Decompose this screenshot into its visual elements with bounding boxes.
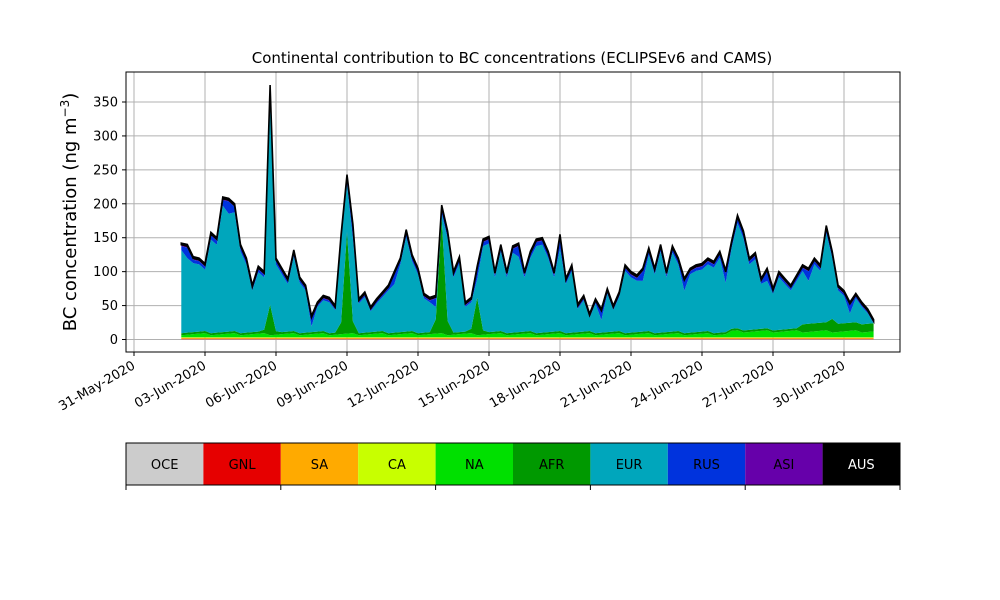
legend-label-ca: CA [388, 458, 406, 473]
y-axis-label-main: BC concentration (ng m [60, 117, 81, 331]
legend-swatch-rus [667, 443, 746, 485]
legend-swatch-aus [822, 443, 900, 485]
y-tick-label: 350 [93, 96, 118, 111]
y-axis-label-sup: −3 [58, 100, 72, 118]
y-tick-label: 100 [93, 265, 118, 280]
legend-label-sa: SA [311, 458, 328, 473]
area-sa [181, 337, 874, 339]
legend-swatch-gnl [203, 443, 281, 485]
legend-frame [125, 442, 901, 486]
legend-label-gnl: GNL [229, 458, 257, 473]
legend-label-oce: OCE [151, 458, 179, 473]
legend-label-asi: ASI [773, 458, 794, 473]
legend-colorbar: OCE GNL SA CA NA AFR EUR RUS ASI AUS [125, 442, 901, 490]
legend-swatch-afr [513, 443, 591, 485]
y-tick-label: 0 [110, 333, 118, 348]
legend-swatch-na [435, 443, 513, 485]
area-ca [181, 337, 874, 338]
y-tick-label: 50 [101, 299, 118, 314]
area-eur [181, 105, 874, 334]
legend-label-afr: AFR [539, 458, 564, 473]
legend-swatch-eur [590, 443, 668, 485]
y-axis-label-text: BC concentration (ng m−3) [58, 93, 81, 332]
legend-label-rus: RUS [693, 458, 720, 473]
y-axis-label: BC concentration (ng m−3) [58, 93, 81, 332]
y-axis-label-close: ) [60, 93, 81, 100]
legend-label-na: NA [465, 458, 484, 473]
legend-label-aus: AUS [848, 458, 875, 473]
legend-label-eur: EUR [616, 458, 643, 473]
legend-swatch-ca [358, 443, 436, 485]
stacked-areas [180, 84, 875, 340]
area-aus [180, 84, 875, 325]
legend-swatch-sa [280, 443, 359, 485]
y-tick-label: 200 [93, 197, 118, 212]
y-axis: 0 50 100 150 200 250 300 350 [93, 96, 126, 348]
plot-frame [125, 71, 901, 353]
y-tick-label: 150 [93, 231, 118, 246]
legend-swatch-asi [745, 443, 823, 485]
legend-swatch-oce [126, 443, 204, 485]
area-na [181, 330, 874, 338]
y-tick-label: 300 [93, 129, 118, 144]
y-tick-label: 250 [93, 163, 118, 178]
chart-title: Continental contribution to BC concentra… [252, 49, 773, 67]
